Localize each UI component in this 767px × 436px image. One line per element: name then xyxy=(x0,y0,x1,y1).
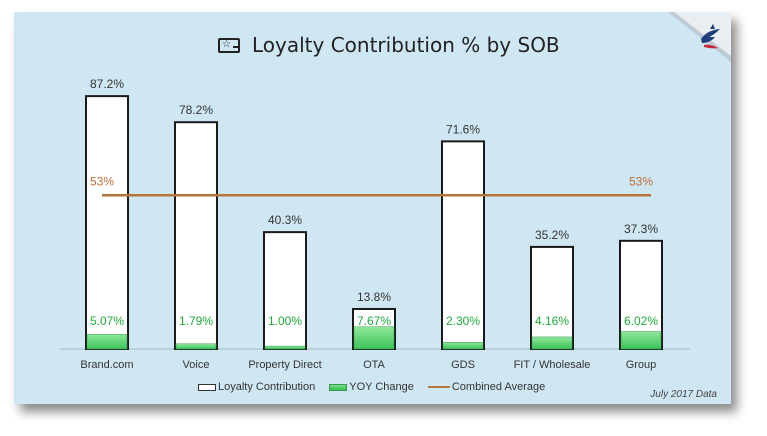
bar-yoy xyxy=(620,331,662,350)
footnote: July 2017 Data xyxy=(650,389,717,400)
data-label-yoy: 1.00% xyxy=(268,314,302,328)
x-tick-label: FIT / Wholesale xyxy=(514,359,591,371)
data-label-loyalty: 37.3% xyxy=(624,222,658,236)
chart-title: Loyalty Contribution % by SOB xyxy=(252,33,560,57)
bar-yoy xyxy=(442,342,484,350)
bar-loyalty xyxy=(530,245,574,350)
x-tick-label: OTA xyxy=(363,359,385,371)
x-tick-label: GDS xyxy=(451,359,475,371)
average-label-right: 53% xyxy=(629,174,653,188)
data-label-loyalty: 71.6% xyxy=(446,122,480,136)
data-label-yoy: 5.07% xyxy=(90,314,124,328)
data-label-loyalty: 35.2% xyxy=(535,228,569,242)
bar-yoy xyxy=(175,343,217,350)
legend-label-average: Combined Average xyxy=(451,381,546,393)
data-label-loyalty: 87.2% xyxy=(90,77,124,91)
star-card-icon: ☆ xyxy=(218,37,240,53)
legend-item-average: Combined Average xyxy=(427,381,546,393)
x-tick-label: Voice xyxy=(183,359,210,371)
x-tick-label: Brand.com xyxy=(80,359,133,371)
data-label-yoy: 7.67% xyxy=(357,314,391,328)
eagle-flag-icon xyxy=(668,12,731,62)
data-label-yoy: 4.16% xyxy=(535,314,569,328)
data-label-loyalty: 40.3% xyxy=(268,213,302,227)
legend-swatch-loyalty xyxy=(198,383,216,391)
legend-swatch-yoy xyxy=(329,383,348,391)
bar-yoy xyxy=(353,326,395,350)
legend-item-loyalty: Loyalty Contribution xyxy=(198,381,315,393)
data-label-yoy: 1.79% xyxy=(179,314,213,328)
data-label-yoy: 2.30% xyxy=(446,314,480,328)
average-label-left: 53% xyxy=(90,174,114,188)
bar-loyalty xyxy=(263,231,307,351)
legend-item-yoy: YOY Change xyxy=(329,381,414,393)
chart-title-group: ☆ Loyalty Contribution % by SOB xyxy=(218,30,560,60)
data-label-loyalty: 78.2% xyxy=(179,103,213,117)
bar-loyalty xyxy=(85,95,129,351)
x-tick-label: Property Direct xyxy=(248,359,321,371)
bar-yoy xyxy=(264,345,306,350)
data-label-yoy: 6.02% xyxy=(624,314,658,328)
legend-label-loyalty: Loyalty Contribution xyxy=(218,381,316,393)
legend-label-yoy: YOY Change xyxy=(349,381,414,393)
chart-legend: Loyalty Contribution YOY Change Combined… xyxy=(198,381,545,393)
bar-yoy xyxy=(531,336,573,350)
bar-loyalty xyxy=(441,140,485,350)
x-tick-label: Group xyxy=(626,359,657,371)
bar-loyalty xyxy=(174,121,218,350)
data-label-loyalty: 13.8% xyxy=(357,290,391,304)
bar-yoy xyxy=(86,334,128,350)
legend-swatch-average xyxy=(427,386,450,388)
